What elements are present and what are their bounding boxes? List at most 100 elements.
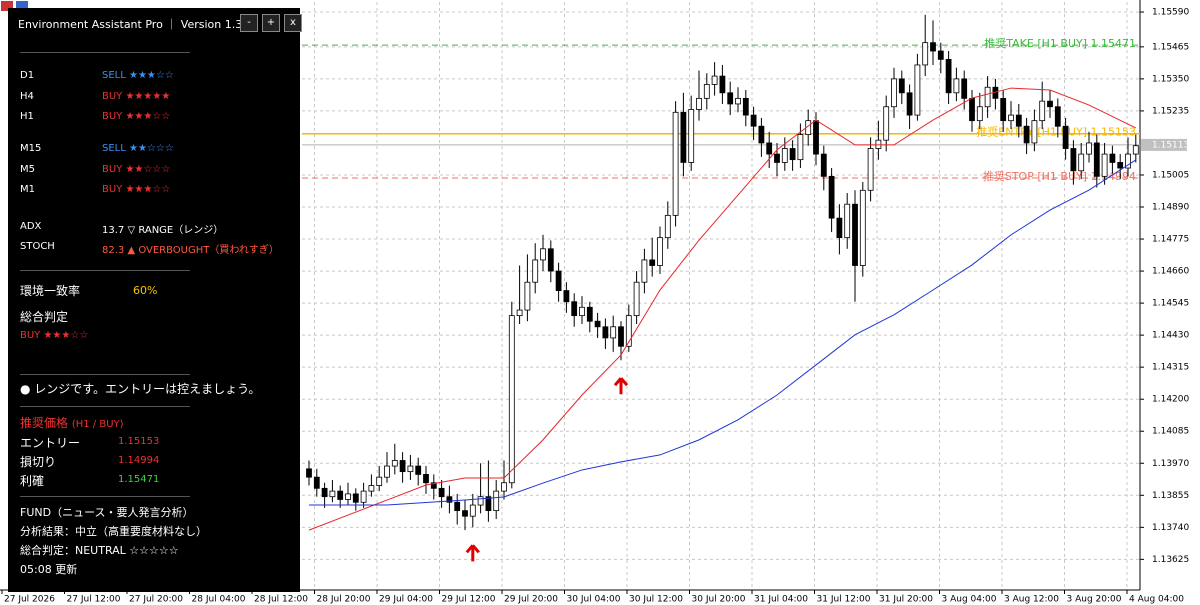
row-value: BUY ★★★☆☆ bbox=[102, 111, 171, 122]
y-tick-label: 1.15235 bbox=[1152, 106, 1189, 116]
row-key: STOCH bbox=[20, 241, 55, 252]
price-heading-sub: (H1 / BUY) bbox=[71, 419, 124, 430]
row-key: ADX bbox=[20, 221, 42, 232]
fund-line: 05:08 更新 bbox=[20, 563, 78, 576]
candle-body bbox=[1101, 153, 1108, 177]
x-tick-label: 31 Jul 04:00 bbox=[754, 595, 808, 605]
candle-body bbox=[852, 203, 858, 266]
minimize-button[interactable]: - bbox=[240, 14, 258, 32]
y-tick-label: 1.13740 bbox=[1152, 523, 1189, 533]
candle-body bbox=[376, 476, 383, 486]
candle-body bbox=[1047, 100, 1053, 108]
verdict: BUY ★★★☆☆ bbox=[20, 330, 89, 341]
app-icon bbox=[16, 1, 28, 11]
candle-body bbox=[828, 175, 835, 219]
x-tick-label: 28 Jul 04:00 bbox=[192, 595, 246, 605]
candle-body bbox=[493, 490, 500, 512]
x-tick-label: 27 Jul 2026 bbox=[4, 595, 55, 605]
y-tick-label: 1.14545 bbox=[1152, 299, 1189, 309]
candle-body bbox=[898, 78, 905, 94]
y-tick-label: 1.13970 bbox=[1152, 459, 1189, 469]
x-tick-label: 28 Jul 20:00 bbox=[317, 595, 371, 605]
x-tick-label: 28 Jul 12:00 bbox=[254, 595, 308, 605]
candle-body bbox=[1078, 153, 1085, 172]
candle-body bbox=[462, 510, 468, 517]
candle-body bbox=[345, 493, 351, 500]
separator bbox=[20, 406, 190, 407]
candle-body bbox=[547, 248, 554, 272]
y-tick-label: 1.13625 bbox=[1152, 555, 1189, 565]
candle-body bbox=[384, 465, 390, 478]
y-tick-label: 1.15465 bbox=[1152, 42, 1189, 52]
last-price-box bbox=[1141, 138, 1187, 151]
price-value: 1.14994 bbox=[118, 455, 160, 466]
separator bbox=[20, 52, 190, 53]
price-value: 1.15153 bbox=[118, 436, 160, 447]
candle-body bbox=[602, 326, 609, 339]
candle-body bbox=[321, 487, 328, 498]
panel-title: Environment Assistant Pro ｜ Version 1.31 bbox=[18, 18, 250, 31]
candle-body bbox=[532, 259, 539, 283]
candle-body bbox=[508, 315, 515, 484]
candle-body bbox=[859, 189, 866, 266]
x-tick-label: 30 Jul 12:00 bbox=[629, 595, 683, 605]
row-key: M1 bbox=[20, 184, 35, 195]
candle-body bbox=[1086, 142, 1092, 155]
candle-body bbox=[914, 64, 921, 116]
row-value: SELL ★★☆☆☆ bbox=[102, 143, 174, 154]
candle-body bbox=[906, 92, 913, 116]
buy-arrow bbox=[465, 544, 480, 562]
y-tick-label: 1.14430 bbox=[1152, 331, 1189, 341]
candle-body bbox=[1109, 153, 1116, 163]
x-tick-label: 3 Aug 12:00 bbox=[1004, 595, 1059, 605]
price-key: エントリー bbox=[20, 436, 81, 450]
candle-body bbox=[688, 109, 695, 163]
candle-body bbox=[937, 50, 944, 60]
y-tick-label: 1.13855 bbox=[1152, 491, 1189, 501]
candle-body bbox=[766, 142, 773, 155]
row-value: BUY ★★☆☆☆ bbox=[102, 164, 171, 175]
note: ● レンジです。エントリーは控えましょう。 bbox=[20, 382, 261, 396]
candle-body bbox=[579, 306, 585, 317]
match-value: 60% bbox=[133, 284, 158, 297]
candle-body bbox=[415, 465, 422, 475]
close-button[interactable]: x bbox=[284, 14, 302, 32]
assistant-panel: Environment Assistant Pro ｜ Version 1.31… bbox=[8, 8, 302, 592]
candle-body bbox=[1008, 114, 1014, 122]
price-key: 損切り bbox=[20, 455, 57, 469]
candle-body bbox=[727, 92, 734, 105]
x-tick-label: 3 Aug 20:00 bbox=[1067, 595, 1122, 605]
candle-body bbox=[501, 482, 507, 492]
candle-body bbox=[1039, 100, 1046, 122]
fund-line: 分析結果：中立（高重要度材料なし） bbox=[20, 525, 207, 538]
candle-body bbox=[1093, 142, 1100, 177]
y-tick-label: 1.15005 bbox=[1152, 170, 1189, 180]
candle-body bbox=[735, 97, 741, 105]
candle-body bbox=[563, 290, 570, 303]
candle-body bbox=[961, 78, 968, 99]
match-label: 環境一致率 bbox=[20, 284, 81, 298]
candle-body bbox=[555, 270, 562, 291]
price-value: 1.15471 bbox=[118, 474, 160, 485]
maximize-button[interactable]: + bbox=[262, 14, 280, 32]
app-icon bbox=[1, 1, 13, 11]
fund-line: FUND（ニュース・要人発言分析） bbox=[20, 506, 194, 519]
candle-body bbox=[953, 78, 960, 94]
x-tick-label: 27 Jul 20:00 bbox=[129, 595, 183, 605]
row-key: M5 bbox=[20, 164, 35, 175]
candle-body bbox=[1117, 162, 1124, 169]
candle-body bbox=[867, 148, 874, 191]
moving-average bbox=[308, 87, 1137, 531]
candle-body bbox=[586, 306, 593, 322]
moving-average bbox=[309, 159, 1137, 506]
y-tick-label: 1.14660 bbox=[1152, 267, 1189, 277]
candle-body bbox=[696, 97, 702, 110]
price-key: 利確 bbox=[20, 474, 45, 488]
candle-body bbox=[844, 203, 851, 239]
candle-body bbox=[797, 134, 804, 161]
candle-body bbox=[594, 320, 601, 328]
candle-body bbox=[875, 139, 882, 149]
candle-body bbox=[1062, 125, 1069, 149]
candle-body bbox=[1125, 153, 1131, 169]
candle-body bbox=[641, 259, 648, 283]
